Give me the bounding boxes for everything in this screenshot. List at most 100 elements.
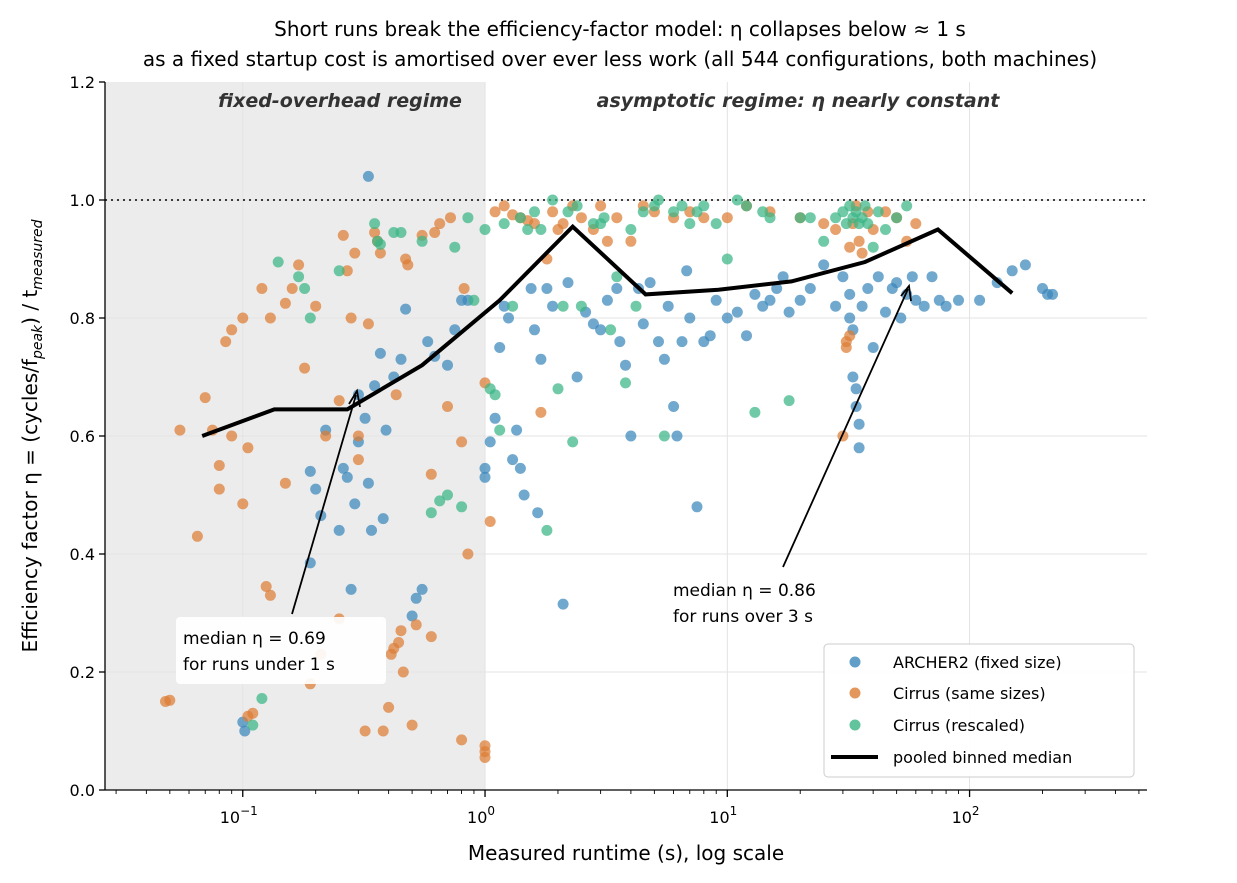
point-cirrus-same bbox=[213, 483, 225, 495]
y-tick-label: 1.2 bbox=[70, 73, 95, 92]
point-archer2 bbox=[644, 277, 656, 289]
point-cirrus-rescaled bbox=[247, 719, 259, 731]
point-archer2 bbox=[844, 288, 856, 300]
point-cirrus-same bbox=[479, 740, 491, 752]
point-cirrus-same bbox=[374, 247, 386, 259]
point-cirrus-same bbox=[199, 392, 211, 404]
point-archer2 bbox=[671, 430, 683, 442]
point-archer2 bbox=[662, 300, 674, 312]
point-cirrus-same bbox=[337, 229, 349, 241]
point-cirrus-same bbox=[213, 460, 225, 471]
point-archer2 bbox=[557, 598, 569, 610]
point-cirrus-rescaled bbox=[605, 324, 617, 336]
point-archer2 bbox=[1006, 265, 1018, 277]
legend: ARCHER2 (fixed size) Cirrus (same sizes)… bbox=[823, 643, 1135, 778]
point-cirrus-rescaled bbox=[653, 194, 664, 206]
point-cirrus-same bbox=[484, 516, 496, 527]
point-cirrus-same bbox=[458, 283, 470, 294]
point-archer2 bbox=[637, 318, 649, 330]
point-cirrus-same bbox=[286, 283, 298, 294]
point-cirrus-same bbox=[310, 300, 322, 312]
point-cirrus-rescaled bbox=[630, 300, 642, 312]
point-archer2 bbox=[507, 454, 519, 466]
point-cirrus-rescaled bbox=[541, 524, 553, 536]
point-cirrus-same bbox=[575, 212, 587, 224]
point-cirrus-rescaled bbox=[818, 235, 830, 247]
point-cirrus-same bbox=[349, 247, 361, 259]
point-cirrus-same bbox=[226, 324, 238, 336]
point-cirrus-rescaled bbox=[449, 241, 461, 253]
point-cirrus-rescaled bbox=[830, 212, 842, 224]
point-archer2 bbox=[926, 271, 938, 283]
point-archer2 bbox=[503, 312, 514, 324]
point-archer2 bbox=[867, 342, 879, 353]
annotation-short-runs-line1: median η = 0.69 bbox=[183, 629, 326, 649]
point-cirrus-same bbox=[260, 581, 272, 592]
point-archer2 bbox=[1047, 288, 1058, 300]
point-cirrus-rescaled bbox=[557, 300, 569, 312]
point-cirrus-same bbox=[429, 227, 441, 238]
point-cirrus-same bbox=[547, 206, 559, 218]
point-cirrus-same bbox=[456, 436, 468, 448]
point-archer2 bbox=[853, 418, 865, 430]
legend-marker-cirrus-same bbox=[849, 687, 861, 699]
point-cirrus-rescaled bbox=[867, 241, 879, 253]
point-cirrus-same bbox=[830, 224, 842, 235]
point-archer2 bbox=[620, 359, 631, 371]
point-cirrus-rescaled bbox=[547, 194, 559, 206]
x-tick-label: 10−1 bbox=[220, 804, 258, 827]
point-archer2 bbox=[891, 277, 903, 289]
point-cirrus-same bbox=[402, 259, 414, 271]
point-archer2 bbox=[601, 294, 613, 306]
point-archer2 bbox=[362, 170, 374, 182]
y-tick-label: 0.6 bbox=[70, 427, 95, 446]
point-cirrus-rescaled bbox=[710, 218, 722, 230]
point-cirrus-rescaled bbox=[620, 377, 631, 389]
point-archer2 bbox=[850, 383, 862, 395]
point-cirrus-same bbox=[456, 734, 468, 746]
point-archer2 bbox=[794, 294, 806, 306]
point-archer2 bbox=[377, 513, 389, 525]
y-tick-label: 0.2 bbox=[70, 663, 95, 682]
point-cirrus-same bbox=[425, 631, 437, 643]
point-archer2 bbox=[345, 583, 357, 595]
point-cirrus-same bbox=[242, 442, 254, 454]
point-archer2 bbox=[837, 271, 849, 283]
y-tick-label: 0.4 bbox=[70, 545, 95, 564]
point-archer2 bbox=[422, 336, 434, 348]
point-archer2 bbox=[406, 610, 418, 622]
point-cirrus-rescaled bbox=[611, 271, 623, 283]
y-tick-label: 0.0 bbox=[70, 781, 95, 800]
point-archer2 bbox=[514, 462, 526, 474]
point-cirrus-same bbox=[279, 477, 291, 489]
point-cirrus-same bbox=[220, 336, 232, 348]
point-archer2 bbox=[484, 436, 496, 448]
point-cirrus-same bbox=[498, 200, 510, 212]
point-cirrus-same bbox=[299, 362, 311, 374]
annotation-box-short-runs bbox=[176, 617, 386, 684]
point-archer2 bbox=[1019, 259, 1031, 271]
point-cirrus-rescaled bbox=[872, 206, 884, 218]
point-archer2 bbox=[910, 294, 922, 306]
point-cirrus-same bbox=[369, 227, 381, 238]
point-archer2 bbox=[974, 294, 986, 306]
y-axis-label: Efficiency factor η = (cycles/fpeak) / t… bbox=[18, 219, 46, 652]
point-cirrus-same bbox=[393, 637, 405, 648]
point-cirrus-same bbox=[535, 406, 547, 418]
point-cirrus-same bbox=[489, 206, 501, 218]
point-archer2 bbox=[541, 283, 553, 294]
point-cirrus-rescaled bbox=[625, 224, 637, 235]
point-cirrus-rescaled bbox=[489, 389, 501, 401]
point-cirrus-rescaled bbox=[731, 194, 743, 206]
point-archer2 bbox=[653, 336, 664, 348]
point-cirrus-rescaled bbox=[434, 495, 446, 507]
point-archer2 bbox=[349, 498, 361, 510]
point-archer2 bbox=[862, 283, 874, 294]
point-archer2 bbox=[400, 303, 412, 315]
point-archer2 bbox=[595, 324, 607, 336]
point-archer2 bbox=[525, 283, 537, 294]
point-cirrus-rescaled bbox=[529, 206, 540, 218]
point-archer2 bbox=[818, 259, 830, 271]
point-archer2 bbox=[804, 283, 816, 294]
scatter-points bbox=[160, 170, 1058, 763]
